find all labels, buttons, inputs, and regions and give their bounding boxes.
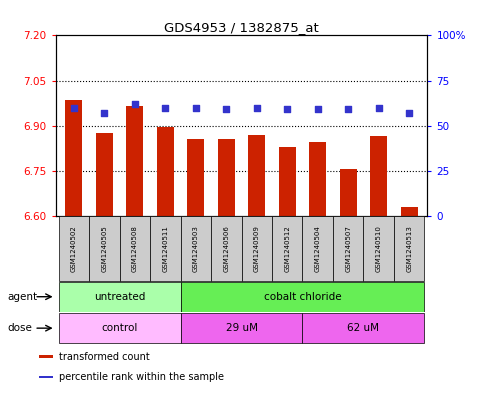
Bar xyxy=(66,100,82,216)
Text: transformed count: transformed count xyxy=(59,351,150,362)
Bar xyxy=(302,216,333,281)
Point xyxy=(375,105,383,111)
Text: GSM1240507: GSM1240507 xyxy=(345,225,351,272)
Point xyxy=(131,101,139,107)
Text: GSM1240502: GSM1240502 xyxy=(71,225,77,272)
Bar xyxy=(211,216,242,281)
Point xyxy=(222,107,230,113)
Point xyxy=(284,107,291,113)
Point xyxy=(70,105,78,111)
Bar xyxy=(370,136,387,216)
Bar xyxy=(39,355,53,358)
Bar xyxy=(96,133,113,216)
Bar xyxy=(89,216,120,281)
Point xyxy=(161,105,169,111)
Bar xyxy=(58,216,89,281)
Text: 62 uM: 62 uM xyxy=(347,323,380,333)
Bar xyxy=(302,313,425,343)
Text: GSM1240506: GSM1240506 xyxy=(223,225,229,272)
Bar xyxy=(58,282,181,312)
Text: GSM1240503: GSM1240503 xyxy=(193,225,199,272)
Bar xyxy=(248,135,265,216)
Bar xyxy=(127,106,143,216)
Bar xyxy=(279,147,296,216)
Point xyxy=(344,107,352,113)
Point xyxy=(253,105,261,111)
Bar xyxy=(150,216,181,281)
Text: GSM1240511: GSM1240511 xyxy=(162,225,168,272)
Bar xyxy=(363,216,394,281)
Title: GDS4953 / 1382875_at: GDS4953 / 1382875_at xyxy=(164,21,319,34)
Bar xyxy=(181,216,211,281)
Text: dose: dose xyxy=(7,323,32,333)
Point xyxy=(192,105,199,111)
Bar xyxy=(333,216,363,281)
Text: GSM1240510: GSM1240510 xyxy=(376,225,382,272)
Text: GSM1240505: GSM1240505 xyxy=(101,225,107,272)
Text: percentile rank within the sample: percentile rank within the sample xyxy=(59,372,224,382)
Bar xyxy=(272,216,302,281)
Bar xyxy=(340,169,356,216)
Text: control: control xyxy=(101,323,138,333)
Bar xyxy=(120,216,150,281)
Bar xyxy=(187,139,204,216)
Text: agent: agent xyxy=(7,292,37,302)
Text: cobalt chloride: cobalt chloride xyxy=(264,292,341,302)
Bar xyxy=(242,216,272,281)
Text: GSM1240508: GSM1240508 xyxy=(132,225,138,272)
Text: untreated: untreated xyxy=(94,292,145,302)
Text: GSM1240509: GSM1240509 xyxy=(254,225,260,272)
Text: GSM1240513: GSM1240513 xyxy=(406,225,412,272)
Text: 29 uM: 29 uM xyxy=(226,323,257,333)
Bar xyxy=(309,142,326,216)
Bar xyxy=(39,376,53,378)
Point xyxy=(405,110,413,116)
Bar xyxy=(157,127,174,216)
Bar xyxy=(394,216,425,281)
Point xyxy=(100,110,108,116)
Bar xyxy=(218,139,235,216)
Bar xyxy=(181,313,302,343)
Bar xyxy=(181,282,425,312)
Bar xyxy=(401,207,417,216)
Point xyxy=(314,107,322,113)
Bar xyxy=(58,313,181,343)
Text: GSM1240512: GSM1240512 xyxy=(284,225,290,272)
Text: GSM1240504: GSM1240504 xyxy=(315,225,321,272)
